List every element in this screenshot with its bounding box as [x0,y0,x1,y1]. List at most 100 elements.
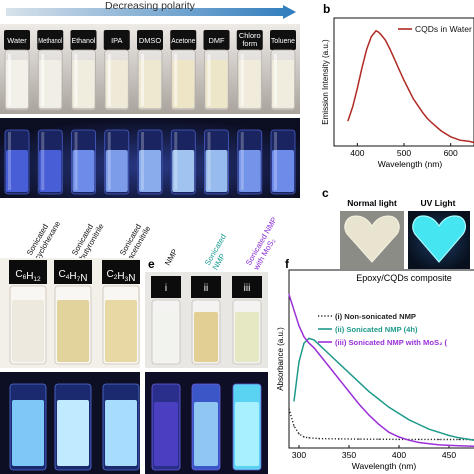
vial-cap [191,276,221,298]
formula-part: C [107,269,114,280]
composite-caption: Epoxy/CQDs composite [356,273,452,283]
vial-label: IPA [111,36,122,45]
data-point [408,439,410,441]
panel-e-daylight-vials: i ii iii [151,276,262,365]
vial-cap [9,260,47,284]
vial-label: Ethanol [72,36,96,45]
vial-cap [4,30,30,50]
vial-liquid [272,60,294,108]
vial-label: DMF [208,36,224,45]
uv-vial-liquid [238,150,261,192]
data-point [438,438,440,441]
formula-part: N [80,273,87,284]
data-point [318,344,320,346]
data-point [375,30,377,32]
vial-label: DMSO [139,36,161,45]
uv-vial-liquid [205,150,228,192]
plot-frame [333,17,474,147]
x-tick-label: 450 [442,450,456,460]
vial-liquid [235,312,259,362]
vial-highlight [8,54,11,106]
panel-e-sample-label: NMP [163,247,179,267]
legend-entry: (ii) Sonicated NMP (4h) [335,325,418,334]
vial-cap [236,30,263,50]
uv-vial-liquid [57,400,89,466]
uv-vial-highlight [41,132,45,190]
data-point [418,438,420,440]
vial-label-line: Chloro [239,31,261,40]
data-point [366,48,368,50]
vial-liquid [154,312,178,362]
vial-cap [103,30,130,50]
vial-label-line: DMF [208,36,224,45]
data-point [408,89,410,91]
panel-label-b: b [323,2,330,16]
vial-cap [270,30,296,50]
data-point [418,423,420,426]
vial-label-line: form [242,39,257,48]
vial-cap [137,30,163,50]
data-point [358,438,360,440]
data-point [450,136,452,138]
data-point [408,419,410,421]
vial-liquid [105,60,128,108]
formula-part: 6 [23,274,27,281]
data-point [298,325,300,327]
data-point [440,130,442,132]
vial-highlight [240,54,244,106]
data-point [347,120,349,122]
data-point [428,428,430,430]
vial-cap [37,30,64,50]
data-point [298,361,300,363]
formula-part: H [69,271,76,282]
x-tick-label: 400 [392,450,406,460]
x-tick-label: 600 [444,148,458,158]
vial-label: Toluene [271,36,295,45]
uv-vial-liquid [172,150,195,192]
vial-label-line: Methanol [38,36,62,45]
vial-formula: C4H7N [59,269,88,284]
normal-light-label: Normal light [347,198,397,208]
heart-composite-uv [412,215,466,263]
formula-part: 2 [114,274,118,281]
data-point [418,441,420,444]
data-point [438,431,440,433]
panel-a: Decreasing polarity Water Methanol Ethanol… [0,0,300,198]
panel-e-sample-label-line: NMP [163,247,179,267]
vial-cap [102,260,140,284]
heart-composite-normal [344,215,400,263]
data-point [380,33,382,35]
data-point [426,117,428,119]
formula-part: N [128,273,135,284]
data-point [303,336,305,338]
data-point [458,438,460,441]
data-point [398,69,400,71]
vial-label-line: DMSO [139,36,161,45]
uv-vial-liquid [235,402,259,466]
data-point [313,339,315,341]
panel-label-f: f [285,257,290,271]
vial-cap [203,30,230,50]
data-point [422,112,424,114]
uv-vial-highlight [174,132,178,190]
panel-d-solvent-label: Sonicatedbutyronitrile [70,218,106,262]
data-point [298,433,300,435]
panel-d-daylight-vials: C6H12 C4H7N C2H3N [9,260,140,365]
data-point [448,434,450,437]
vial-liquid [39,60,62,108]
vial-cap [54,260,92,284]
formula-part: 4 [66,274,70,281]
data-point [388,431,390,433]
vial-label-line: Toluene [271,36,295,45]
vial-label-line: Acetone [171,36,195,45]
data-point [358,381,360,383]
uv-vial-highlight [8,132,11,190]
x-tick-label: 350 [342,450,356,460]
vial-highlight [207,54,211,106]
vial-highlight [174,54,178,106]
data-point [370,36,372,38]
x-axis-label: Wavelength (nm) [352,461,417,471]
data-point [318,438,320,440]
